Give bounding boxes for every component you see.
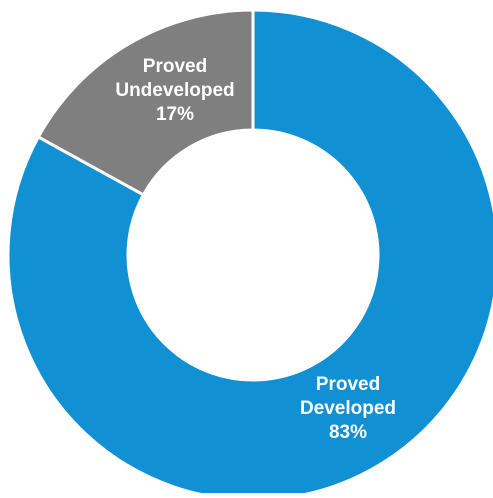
donut-slice-proved-undeveloped — [36, 8, 255, 197]
slice-label-proved-developed: Proved Developed 83% — [300, 374, 396, 443]
donut-slice-proved-developed — [6, 8, 493, 498]
slice-label-line: Proved — [316, 374, 380, 395]
slice-label-proved-undeveloped: Proved Undeveloped 17% — [115, 56, 234, 125]
slice-label-line: Undeveloped — [115, 80, 234, 101]
slice-label-line: Proved — [143, 56, 207, 77]
slices-layer — [6, 8, 493, 498]
labels-layer: Proved Developed 83% Proved Undeveloped 17% — [115, 56, 396, 443]
slice-label-line: Developed — [300, 398, 396, 419]
slice-label-line: 17% — [156, 104, 194, 125]
slice-label-line: 83% — [329, 422, 367, 443]
